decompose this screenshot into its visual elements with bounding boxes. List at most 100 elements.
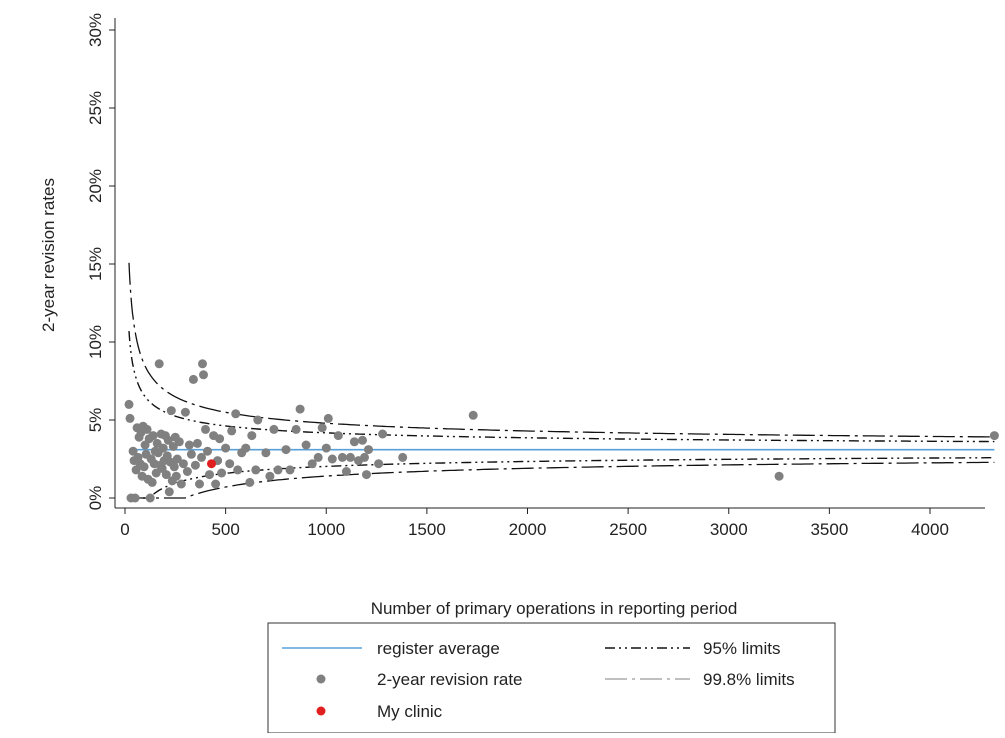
revision-rate-point [128,446,138,456]
95-limit-upper-line [128,331,995,443]
revision-rate-point [253,415,263,425]
revision-rate-point [217,468,227,478]
revision-rate-point [378,429,388,439]
revision-rate-point [163,435,173,445]
revision-rate-point [145,493,155,503]
y-tick-label: 25% [86,91,105,125]
legend-label-99-8-limits: 99.8% limits [703,670,795,689]
x-tick-label: 3500 [810,520,848,539]
revision-rate-point [201,424,210,434]
legend-label-revision-rate: 2-year revision rate [377,670,523,689]
revision-rate-point [295,404,305,414]
revision-rate-point [192,438,202,448]
axes: 0500100015002000250030003500400045000%5%… [86,13,985,539]
revision-rate-point [307,459,317,469]
revision-rate-point [247,431,257,441]
x-tick-label: 1500 [408,520,446,539]
revision-rate-point [233,465,243,475]
revision-rate-point [190,460,200,470]
revision-rate-point [360,452,369,462]
revision-rate-point [349,437,359,447]
legend-box [267,622,836,734]
revision-rate-point [186,449,196,459]
revision-rate-point [139,462,149,472]
y-tick-label: 30% [86,13,105,47]
revision-rate-point [176,479,186,489]
revision-rate-point [323,413,333,423]
data-points [124,359,999,503]
revision-rate-point [362,470,371,480]
revision-rate-point [188,374,198,384]
revision-rate-point [205,470,214,480]
revision-rate-point [227,426,237,436]
x-tick-label: 3000 [710,520,748,539]
revision-rate-point [130,493,140,503]
revision-rate-point [169,462,179,472]
revision-rate-point [182,467,192,476]
revision-rate-point [337,452,347,462]
revision-rate-point [273,465,283,475]
x-axis-title: Number of primary operations in reportin… [371,599,738,618]
revision-rate-point [161,470,171,480]
revision-rate-point [313,452,323,462]
x-tick-label: 4000 [911,520,949,539]
y-tick-label: 0% [86,486,105,511]
revision-rate-point [171,471,181,481]
x-tick-label: 500 [211,520,239,539]
revision-rate-point [251,465,261,475]
revision-rate-point [198,359,207,369]
revision-rate-point [245,477,255,487]
revision-rate-point [281,445,291,455]
y-tick-label: 15% [86,247,105,281]
my-clinic-point [207,459,216,469]
legend-label-register-average: register average [377,639,500,658]
revision-rate-point [291,424,301,434]
revision-rate-point [148,431,158,441]
revision-rate-point [468,410,478,420]
y-axis-title: 2-year revision rates [39,178,58,332]
revision-rate-point [174,437,184,447]
revision-rate-point [142,424,152,434]
revision-rate-point [374,459,384,469]
revision-rate-point [345,452,355,462]
legend: register average 95% limits 2-year revis… [267,622,836,734]
legend-label-my-clinic: My clinic [377,702,443,721]
revision-rate-point [221,443,231,453]
revision-rate-point [301,440,311,450]
revision-rate-point [197,452,206,462]
revision-rate-point [195,479,204,489]
legend-label-95-limits: 95% limits [703,639,780,658]
x-tick-label: 0 [120,520,129,539]
y-tick-label: 20% [86,169,105,203]
revision-rate-point [327,454,337,464]
revision-rate-point [333,431,343,441]
revision-rate-point [989,431,999,441]
revision-rate-point [147,477,157,487]
revision-rate-point [358,435,367,445]
revision-rate-point [269,424,279,434]
revision-rate-point [341,467,351,476]
revision-rate-point [203,446,212,456]
x-tick-label: 2000 [509,520,547,539]
95-limit-lower-line [129,457,995,499]
revision-rate-point [124,399,134,409]
legend-swatch-revision-rate [316,674,326,684]
revision-rate-point [154,359,164,369]
revision-rate-point [321,443,331,453]
revision-rate-point [774,471,784,481]
revision-rate-point [215,434,225,444]
revision-rate-point [317,423,327,433]
x-tick-label: 2500 [609,520,647,539]
revision-rate-point [178,459,188,469]
revision-rate-point [166,406,176,416]
revision-rate-point [398,452,408,462]
y-tick-label: 10% [86,325,105,359]
revision-rate-point [231,409,241,419]
revision-rate-point [158,443,168,453]
x-tick-label: 1000 [307,520,345,539]
revision-rate-point [261,448,271,458]
control-limits [128,262,995,499]
revision-rate-point [241,443,251,453]
